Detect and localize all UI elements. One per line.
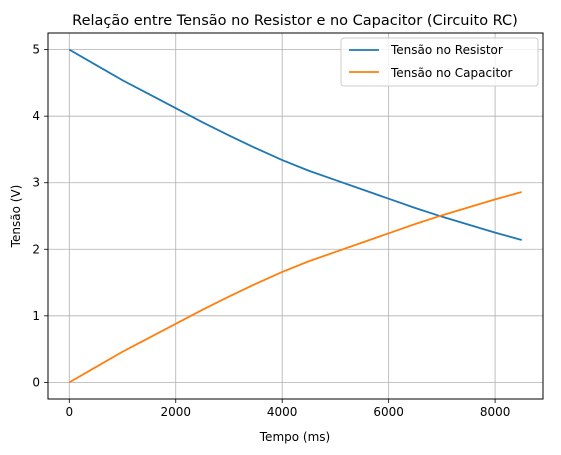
x-axis-label: Tempo (ms) — [259, 430, 330, 444]
x-tick-label: 4000 — [267, 405, 298, 419]
legend-box — [340, 37, 539, 87]
chart-title: Relação entre Tensão no Resistor e no Ca… — [72, 13, 518, 29]
plot-frame — [47, 32, 544, 400]
x-tick-label: 6000 — [373, 405, 404, 419]
ticks: 0 2000 4000 6000 8000 0 1 2 3 4 5 — [32, 43, 510, 419]
y-tick-label: 3 — [32, 176, 40, 190]
legend-label-capacitor: Tensão no Capacitor — [390, 66, 512, 80]
y-tick-label: 5 — [32, 43, 40, 57]
y-tick-label: 4 — [32, 109, 40, 123]
y-tick-label: 0 — [32, 375, 40, 389]
series-group — [68, 48, 522, 384]
legend-label-resistor: Tensão no Resistor — [390, 43, 503, 57]
y-axis-label: Tensão (V) — [9, 185, 23, 249]
x-tick-label: 2000 — [160, 405, 191, 419]
x-tick-label: 8000 — [480, 405, 511, 419]
series-line-0 — [68, 48, 522, 241]
y-tick-label: 2 — [32, 242, 40, 256]
series-line-1 — [68, 191, 522, 384]
y-tick-label: 1 — [32, 309, 40, 323]
legend: Tensão no Resistor Tensão no Capacitor — [340, 37, 539, 87]
x-tick-label: 0 — [65, 405, 73, 419]
